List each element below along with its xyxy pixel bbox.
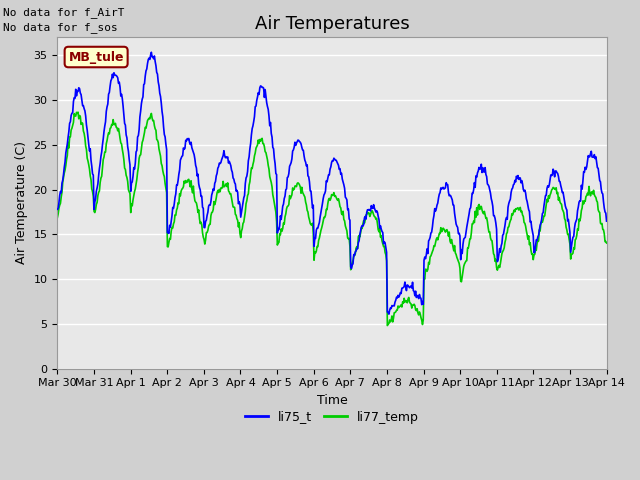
li77_temp: [63, 153, 71, 158]
li75_t: [603, 218, 611, 224]
li75_t: [63, 141, 71, 147]
Text: MB_tule: MB_tule: [68, 50, 124, 63]
X-axis label: Time: Time: [317, 394, 348, 407]
Text: No data for f_AirT: No data for f_AirT: [3, 7, 125, 18]
li77_temp: [74, 109, 82, 115]
li75_t: [205, 202, 213, 208]
Text: No data for f_sos: No data for f_sos: [3, 22, 118, 33]
li75_t: [54, 206, 61, 212]
li77_temp: [383, 323, 391, 328]
li77_temp: [177, 193, 184, 199]
li75_t: [147, 49, 155, 55]
li75_t: [401, 284, 408, 289]
Y-axis label: Air Temperature (C): Air Temperature (C): [15, 142, 28, 264]
li75_t: [417, 295, 424, 300]
li75_t: [385, 311, 393, 317]
li77_temp: [401, 295, 408, 301]
li77_temp: [417, 311, 424, 317]
li77_temp: [121, 165, 129, 171]
Line: li77_temp: li77_temp: [58, 112, 607, 325]
Line: li75_t: li75_t: [58, 52, 607, 314]
li77_temp: [603, 240, 611, 246]
li75_t: [177, 157, 184, 163]
li77_temp: [54, 215, 61, 220]
li77_temp: [205, 222, 213, 228]
Title: Air Temperatures: Air Temperatures: [255, 15, 410, 33]
Legend: li75_t, li77_temp: li75_t, li77_temp: [240, 406, 424, 429]
li75_t: [120, 112, 128, 118]
